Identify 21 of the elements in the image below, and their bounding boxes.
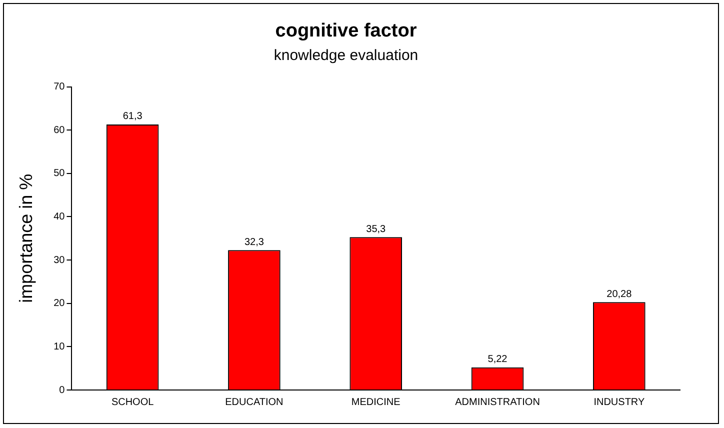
y-tick-label: 40 [54,211,66,222]
y-tick-label: 70 [54,82,66,93]
x-tick-label: MEDICINE [351,396,401,408]
data-label: 61,3 [122,111,143,122]
chart-title: cognitive factor [275,20,418,42]
y-axis-title: importance in % [16,174,36,303]
x-tick-label: INDUSTRY [594,396,645,408]
y-tick-label: 0 [59,384,66,396]
chart-subtitle: knowledge evaluation [274,46,418,64]
data-label: 5,22 [488,354,508,366]
y-tick-label: 30 [54,254,66,266]
data-label: 32,3 [244,236,264,248]
x-tick-label: SCHOOL [111,396,154,408]
y-tick-label: 20 [54,298,66,310]
y-tick-label: 10 [54,341,66,352]
y-tick-label: 50 [54,168,66,180]
x-tick-label: EDUCATION [225,396,284,408]
data-label: 20,28 [606,288,632,300]
data-label: 35,3 [366,224,386,235]
x-tick-label: ADMINISTRATION [455,396,540,408]
y-tick-label: 60 [54,124,66,136]
